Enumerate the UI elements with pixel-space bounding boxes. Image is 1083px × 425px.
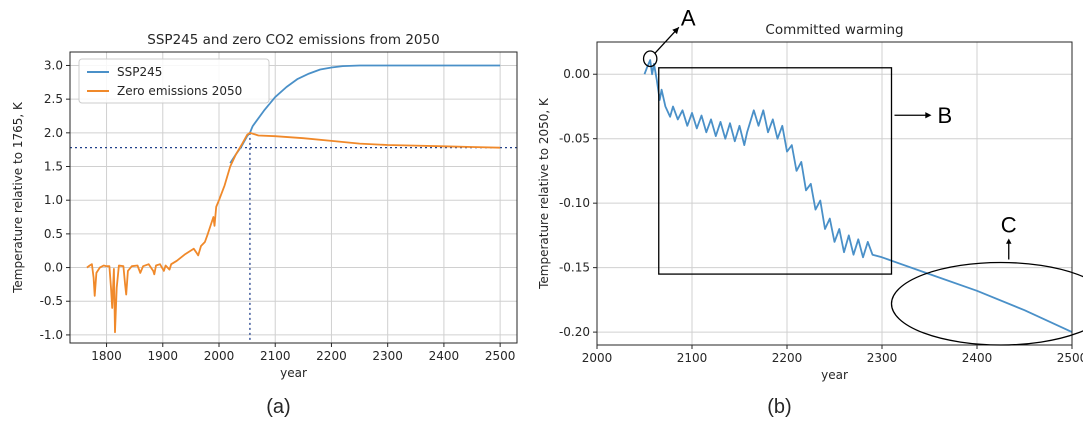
tick-label-x: 2400 <box>962 351 993 365</box>
tick-label-x: 2500 <box>485 349 516 363</box>
panel-label-a: (a) <box>266 396 290 418</box>
chart-b-xlabel: year <box>821 368 848 382</box>
tick-label-y: 0.5 <box>44 227 63 241</box>
tick-label-x: 2100 <box>260 349 291 363</box>
tick-label-y: 1.0 <box>44 193 63 207</box>
legend-label-ssp245: SSP245 <box>117 65 162 79</box>
chart-a: 1800 1900 2000 2100 2200 2300 2400 2500 -1.0 -0.5… <box>11 32 517 418</box>
tick-label-x: 2000 <box>582 351 613 365</box>
tick-label-x: 2200 <box>316 349 347 363</box>
tick-label-y: 1.5 <box>44 160 63 174</box>
tick-label-y: -0.15 <box>559 261 590 275</box>
tick-label-x: 2300 <box>372 349 403 363</box>
annotation-label-c: C <box>1001 212 1017 237</box>
tick-label-y: 2.5 <box>44 92 63 106</box>
chart-a-series <box>87 66 500 333</box>
chart-b-series <box>645 60 1073 332</box>
tick-label-y: -0.10 <box>559 196 590 210</box>
panel-label-b: (b) <box>767 396 791 418</box>
annotation-arrowhead-b <box>925 112 931 118</box>
chart-b-title: Committed warming <box>765 22 903 38</box>
tick-label-x: 2200 <box>772 351 803 365</box>
legend-label-zero-emissions: Zero emissions 2050 <box>117 84 242 98</box>
series-line-ssp245 <box>230 66 500 164</box>
chart-a-xlabel: year <box>280 366 307 380</box>
chart-b-annotations: A B C <box>644 5 1083 345</box>
tick-label-y: -0.05 <box>559 132 590 146</box>
chart-a-guides <box>70 133 517 343</box>
tick-label-x: 1800 <box>91 349 122 363</box>
chart-b: 2000 2100 2200 2300 2400 2500 0.00 -0.05 -0.10 -0… <box>537 5 1083 418</box>
chart-a-ylabel: Temperature relative to 1765, K <box>11 101 25 294</box>
series-line-zero-emissions <box>87 133 500 332</box>
annotation-arrowhead-c <box>1006 239 1012 244</box>
tick-label-x: 2100 <box>677 351 708 365</box>
tick-label-x: 2500 <box>1057 351 1083 365</box>
tick-label-y: 0.0 <box>44 261 63 275</box>
tick-label-y: -1.0 <box>40 328 63 342</box>
annotation-label-a: A <box>681 5 696 30</box>
series-line-committed-warming <box>645 60 1073 332</box>
tick-label-x: 2000 <box>204 349 235 363</box>
chart-b-ylabel: Temperature relative to 2050, K <box>537 97 551 290</box>
tick-label-y: 2.0 <box>44 126 63 140</box>
chart-a-legend: SSP245 Zero emissions 2050 <box>79 59 269 103</box>
tick-label-y: 0.00 <box>563 67 590 81</box>
tick-label-y: -0.5 <box>40 294 63 308</box>
tick-label-x: 1900 <box>148 349 179 363</box>
tick-label-y: 3.0 <box>44 58 63 72</box>
tick-label-x: 2300 <box>867 351 898 365</box>
tick-label-x: 2400 <box>429 349 460 363</box>
annotation-ellipse-c <box>892 262 1083 345</box>
annotation-label-b: B <box>938 103 953 128</box>
tick-label-y: -0.20 <box>559 325 590 339</box>
chart-a-title: SSP245 and zero CO2 emissions from 2050 <box>147 32 439 48</box>
